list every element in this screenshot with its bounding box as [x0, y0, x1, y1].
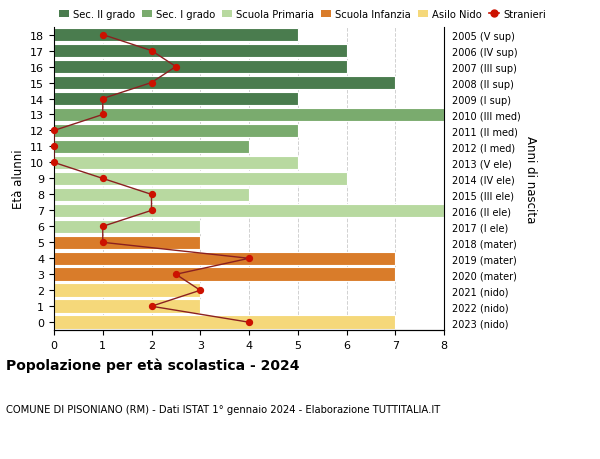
Bar [54, 108, 444, 122]
Bar [54, 124, 298, 138]
Point [98, 239, 107, 246]
Bar [54, 140, 249, 154]
Point [146, 303, 156, 310]
Bar [54, 61, 347, 74]
Bar [54, 316, 395, 329]
Bar [54, 252, 395, 265]
Point [171, 271, 181, 278]
Bar [54, 220, 200, 234]
Bar [54, 77, 395, 90]
Point [49, 144, 59, 151]
Point [171, 64, 181, 71]
Point [49, 128, 59, 135]
Bar [54, 204, 444, 218]
Legend: Sec. II grado, Sec. I grado, Scuola Primaria, Scuola Infanzia, Asilo Nido, Stran: Sec. II grado, Sec. I grado, Scuola Prim… [59, 10, 545, 20]
Point [244, 255, 254, 263]
Text: COMUNE DI PISONIANO (RM) - Dati ISTAT 1° gennaio 2024 - Elaborazione TUTTITALIA.: COMUNE DI PISONIANO (RM) - Dati ISTAT 1°… [6, 404, 440, 414]
Bar [54, 284, 200, 297]
Bar [54, 236, 200, 250]
Bar [54, 172, 347, 186]
Bar [54, 93, 298, 106]
Point [98, 223, 107, 230]
Text: Popolazione per età scolastica - 2024: Popolazione per età scolastica - 2024 [6, 358, 299, 373]
Bar [54, 188, 249, 202]
Point [98, 32, 107, 39]
Bar [54, 268, 395, 281]
Point [146, 207, 156, 214]
Bar [54, 45, 347, 58]
Bar [54, 157, 298, 170]
Point [49, 159, 59, 167]
Y-axis label: Anni di nascita: Anni di nascita [524, 135, 537, 223]
Point [196, 287, 205, 294]
Point [98, 112, 107, 119]
Point [244, 319, 254, 326]
Y-axis label: Età alunni: Età alunni [11, 149, 25, 209]
Point [146, 48, 156, 55]
Point [146, 80, 156, 87]
Point [98, 175, 107, 183]
Point [98, 95, 107, 103]
Point [146, 191, 156, 199]
Bar [54, 29, 298, 42]
Bar [54, 300, 200, 313]
